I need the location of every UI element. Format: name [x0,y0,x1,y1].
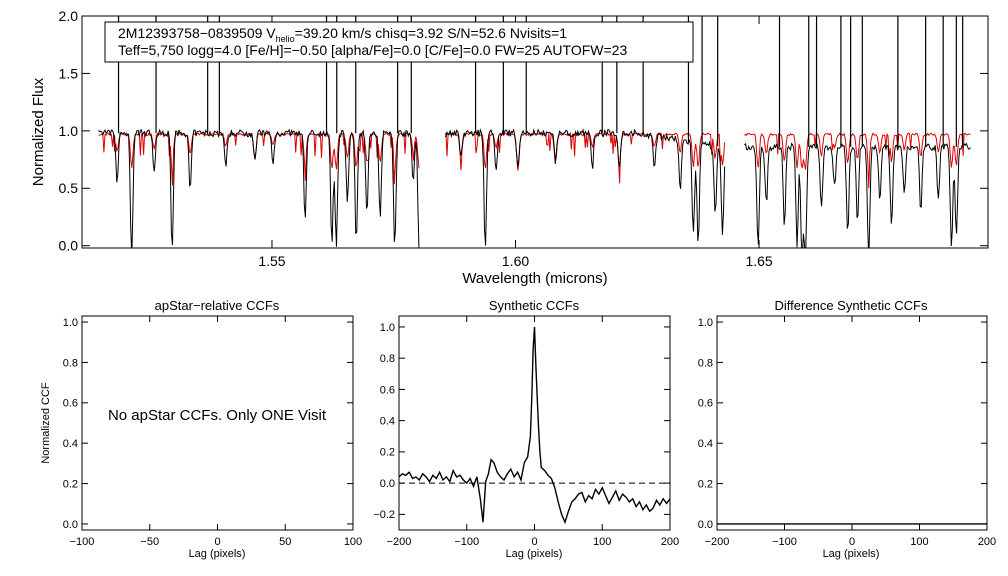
synthetic-ccf-x-axis-label: Lag (pixels) [506,548,563,560]
difference-ccf-x-tick-label: −200 [705,536,730,548]
synthetic-ccf-x-tick-label: 100 [593,536,611,548]
difference-ccf-y-tick-label: 0.6 [698,398,713,410]
difference-ccf-y-tick-label: 0.8 [698,357,713,369]
synthetic-ccf-y-tick-label: 0.6 [380,384,395,396]
observed-spectrum-line [444,128,726,246]
synthetic-ccf-line [398,326,671,525]
apstar-ccf-y-tick-label: 0.0 [63,519,78,531]
synthetic-ccf-y-tick-label: 0.2 [380,447,395,459]
annotation-star-id: 2M12393758−0839509 V [118,25,276,41]
spectrum-x-tick-label: 1.60 [502,253,529,269]
synthetic-spectrum-line [444,131,726,184]
synthetic-ccf-x-tick-label: 200 [661,536,679,548]
synthetic-spectrum-line [744,132,971,189]
difference-ccf-y-tick-label: 0.2 [698,478,713,490]
annotation-line-2: Teff=5,750 logg=4.0 [Fe/H]=−0.50 [alpha/… [118,42,627,58]
spectrum-x-axis-label: Wavelength (microns) [462,270,607,287]
apstar-ccf-x-tick-label: −100 [70,536,95,548]
difference-ccf-x-tick-label: 100 [910,536,928,548]
synthetic-ccf-panel: Synthetic CCFs −200 −100 0 100 200 −0.2 0.0 0.2… [373,298,679,560]
apstar-ccf-y-tick-label: 0.6 [63,398,78,410]
difference-ccf-panel: Difference Synthetic CCFs −200 −100 0 100 20… [698,298,996,560]
apstar-ccf-x-tick-label: −50 [140,536,159,548]
spectrum-annotation-box: 2M12393758−0839509 Vhelio=39.20 km/s chi… [104,21,694,63]
apstar-ccf-x-axis-label: Lag (pixels) [189,548,246,560]
synthetic-ccf-y-tick-label: −0.2 [373,509,395,521]
apstar-ccf-note: No apStar CCFs. Only ONE Visit [108,407,327,424]
synthetic-ccf-y-tick-label: 1.0 [380,322,395,334]
apstar-ccf-y-tick-label: 0.4 [63,438,78,450]
apstar-ccf-title: apStar−relative CCFs [155,298,280,313]
spectrum-axes-frame [81,15,989,249]
spectrum-y-axis-label: Normalized Flux [30,77,47,186]
difference-ccf-title: Difference Synthetic CCFs [775,298,928,313]
apstar-ccf-y-tick-label: 0.2 [63,478,78,490]
spectrum-y-tick-label: 2.0 [59,8,79,24]
apstar-ccf-y-tick-label: 1.0 [63,317,78,329]
synthetic-ccf-y-tick-label: 0.4 [380,416,395,428]
difference-ccf-y-tick-label: 1.0 [698,317,713,329]
observed-spectrum-line [744,142,971,248]
synthetic-ccf-x-tick-label: 0 [531,536,537,548]
spectrum-y-tick-label: 1.5 [59,65,79,81]
spectrum-panel: 1.55 1.60 1.65 0.0 0.5 1.0 1.5 2.0 Wavelength (… [30,8,989,287]
synthetic-ccf-y-tick-label: 0.8 [380,353,395,365]
apstar-ccf-panel: apStar−relative CCFs −100 −50 0 50 100 0.0 0.2… [40,298,362,560]
apstar-ccf-ticks: −100 −50 0 50 100 0.0 0.2 0.4 0.6 0.8 1.0 [63,316,362,548]
apstar-ccf-x-tick-label: 50 [279,536,291,548]
synthetic-ccf-x-tick-label: −200 [387,536,412,548]
synthetic-ccf-title: Synthetic CCFs [489,298,580,313]
annotation-helio-subscript: helio [276,34,295,44]
spectrum-y-tick-label: 0.5 [59,180,79,196]
annotation-line-1-values: =39.20 km/s chisq=3.92 S/N=52.6 Nvisits=… [295,25,568,41]
synthetic-ccf-ticks: −200 −100 0 100 200 −0.2 0.0 0.2 0.4 0.6 0.8 1.0 [373,316,679,548]
difference-ccf-x-tick-label: −100 [772,536,797,548]
synthetic-ccf-plot-area [398,326,671,525]
difference-ccf-x-tick-label: 200 [978,536,996,548]
difference-ccf-x-axis-label: Lag (pixels) [823,548,880,560]
apstar-ccf-x-tick-label: 100 [344,536,362,548]
difference-ccf-ticks: −200 −100 0 100 200 0.0 0.2 0.4 0.6 0.8 1.0 [698,316,996,548]
spectrum-x-tick-label: 1.65 [745,253,772,269]
difference-ccf-y-tick-label: 0.4 [698,438,713,450]
spectrum-y-tick-label: 0.0 [59,238,79,254]
difference-ccf-y-tick-label: 0.0 [698,519,713,531]
spectrum-ticks: 1.55 1.60 1.65 0.0 0.5 1.0 1.5 2.0 [59,8,988,269]
synthetic-ccf-y-tick-label: 0.0 [380,478,395,490]
observed-spectrum-line [98,128,420,248]
spectrum-x-tick-label: 1.55 [258,253,285,269]
difference-ccf-x-tick-label: 0 [849,536,855,548]
annotation-line-1: 2M12393758−0839509 Vhelio=39.20 km/s chi… [118,25,567,44]
apstar-ccf-y-tick-label: 0.8 [63,357,78,369]
synthetic-ccf-x-tick-label: −100 [454,536,479,548]
spectrum-y-tick-label: 1.0 [59,123,79,139]
apstar-ccf-x-tick-label: 0 [214,536,220,548]
apstar-ccf-y-axis-label: Normalized CCF [40,382,52,464]
annotation-box-frame [104,21,694,63]
